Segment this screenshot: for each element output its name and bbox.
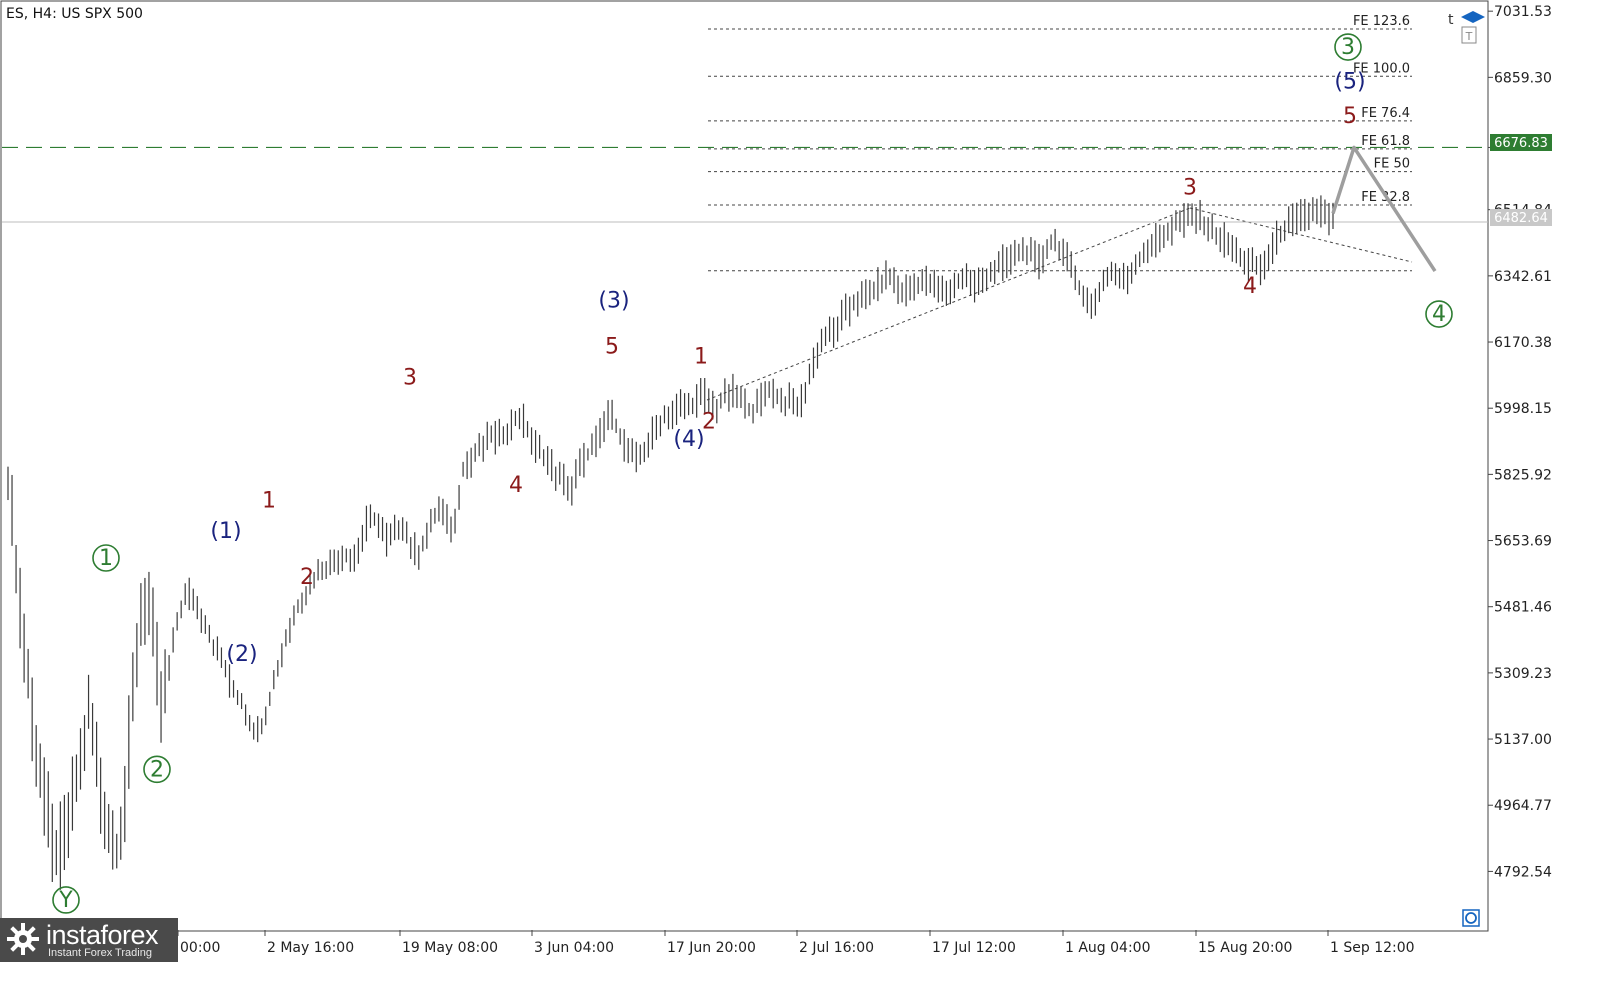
brand-name: instaforex (46, 920, 159, 950)
x-tick-label: 00:00 (180, 940, 220, 956)
y-tick-label: 5998.15 (1494, 401, 1552, 417)
projection-path (1331, 145, 1437, 273)
wave-label: 4 (1243, 274, 1257, 299)
wave-label: (4) (673, 427, 704, 452)
wave-text: (2) (226, 642, 257, 667)
wave-text: (4) (673, 427, 704, 452)
wave-label: 2 (702, 410, 716, 435)
wave-label: (1) (210, 519, 241, 544)
wave-label: 3 (403, 365, 417, 390)
y-tick-label: 4964.77 (1494, 798, 1552, 814)
wave-label: (3) (598, 289, 629, 314)
chart-title: ES, H4: US SPX 500 (6, 6, 143, 22)
time-axis: 00:00 2 May 16:00 19 May 08:00 3 Jun 04:00 1… (177, 930, 1415, 956)
x-tick-label: 2 Jul 16:00 (799, 940, 874, 956)
wave-text: (3) (598, 289, 629, 314)
wave-label: 1 (92, 544, 120, 572)
wave-text: Y (58, 888, 73, 913)
trendlines (706, 207, 1413, 401)
wave-label: 2 (300, 565, 314, 590)
wave-text: 1 (694, 344, 708, 369)
y-tick-label: 5825.92 (1494, 467, 1552, 483)
resistance-price-label: 6676.83 (1494, 136, 1548, 151)
wave-label: 3 (1183, 175, 1197, 200)
x-tick-label: 19 May 08:00 (402, 940, 498, 956)
brand-tagline: Instant Forex Trading (48, 947, 152, 959)
wave-text: (1) (210, 519, 241, 544)
x-tick-label: 3 Jun 04:00 (534, 940, 614, 956)
wave-label: 4 (509, 473, 523, 498)
wave-text: 2 (300, 565, 314, 590)
y-tick-label: 6342.61 (1494, 269, 1552, 285)
wave-label: 1 (262, 488, 276, 513)
wave-label: (5) (1334, 70, 1365, 95)
wave-circle (143, 755, 171, 784)
wave-circle (92, 544, 120, 572)
x-tick-label: 1 Sep 12:00 (1330, 940, 1415, 956)
wave-label: 4 (1425, 300, 1453, 328)
y-tick-label: 5653.69 (1494, 534, 1552, 550)
y-tick-label: 4792.54 (1494, 864, 1552, 880)
fe-level-label: FE 123.6 (1353, 14, 1410, 29)
y-tick-label: 5481.46 (1494, 600, 1552, 616)
wave-text: 2 (702, 410, 716, 435)
wave-label: 2 (143, 755, 171, 784)
wave-text: 5 (1343, 104, 1357, 129)
trendline (1189, 207, 1413, 263)
last-price-tag (1490, 209, 1552, 226)
price-axis: 7031.536859.306514.846342.616170.385998.… (1488, 4, 1552, 880)
wave-text: 3 (1341, 35, 1355, 60)
y-tick-label: 5309.23 (1494, 666, 1552, 682)
wave-circle (1334, 33, 1362, 61)
svg-text:t: t (1448, 12, 1454, 28)
wave-text: 4 (1432, 302, 1446, 327)
wave-circle (1425, 300, 1453, 328)
x-tick-label: 17 Jul 12:00 (932, 940, 1016, 956)
x-tick-label: 2 May 16:00 (267, 940, 354, 956)
wave-text: 2 (150, 757, 164, 782)
trade-panel-icon[interactable]: t T (1448, 11, 1485, 44)
brand-logo: instaforex Instant Forex Trading (0, 918, 178, 962)
y-tick-label: 6859.30 (1494, 70, 1552, 86)
wave-text: 1 (99, 546, 113, 571)
wave-label: 5 (605, 335, 619, 360)
wave-text: 4 (1243, 274, 1257, 299)
resistance-price-tag (1490, 134, 1552, 151)
plot-frame (0, 0, 1489, 932)
y-tick-label: 5137.00 (1494, 732, 1552, 748)
wave-label: 3 (1334, 33, 1362, 61)
fe-level-label: FE 76.4 (1361, 106, 1410, 121)
y-tick-label: 7031.53 (1494, 4, 1552, 20)
wave-circle (52, 886, 80, 914)
wave-label: (2) (226, 642, 257, 667)
wave-text: 3 (403, 365, 417, 390)
fe-level-label: FE 100.0 (1353, 61, 1410, 76)
x-tick-label: 1 Aug 04:00 (1065, 940, 1151, 956)
last-price-label: 6482.64 (1494, 211, 1548, 226)
price-bars (7, 195, 1334, 890)
svg-text:T: T (1465, 30, 1473, 43)
y-tick-label: 6170.38 (1494, 335, 1552, 351)
fe-level-label: FE 61.8 (1361, 134, 1410, 149)
fe-level-label: FE 50 (1374, 157, 1410, 172)
gear-icon (7, 923, 39, 955)
wave-text: (5) (1334, 70, 1365, 95)
wave-label: Y (52, 886, 80, 914)
one-click-trading-icon[interactable] (1462, 909, 1480, 927)
wave-label: 1 (694, 344, 708, 369)
x-tick-label: 17 Jun 20:00 (667, 940, 756, 956)
x-tick-label: 15 Aug 20:00 (1198, 940, 1292, 956)
wave-text: 3 (1183, 175, 1197, 200)
wave-label: 5 (1343, 104, 1357, 129)
wave-text: 5 (605, 335, 619, 360)
wave-text: 1 (262, 488, 276, 513)
wave-text: 4 (509, 473, 523, 498)
trendline (706, 207, 1191, 401)
